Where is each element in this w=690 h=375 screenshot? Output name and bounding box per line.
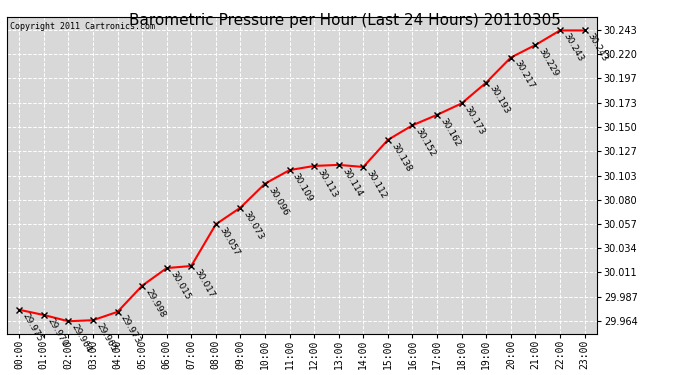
Text: Barometric Pressure per Hour (Last 24 Hours) 20110305: Barometric Pressure per Hour (Last 24 Ho… bbox=[129, 13, 561, 28]
Text: 30.152: 30.152 bbox=[414, 127, 437, 159]
Text: 30.173: 30.173 bbox=[463, 105, 486, 136]
Text: 29.964: 29.964 bbox=[70, 322, 93, 354]
Text: 29.973: 29.973 bbox=[119, 313, 142, 345]
Text: 30.217: 30.217 bbox=[512, 59, 535, 91]
Text: 30.015: 30.015 bbox=[168, 270, 192, 302]
Text: 30.057: 30.057 bbox=[217, 226, 241, 258]
Text: 30.113: 30.113 bbox=[315, 167, 339, 199]
Text: 29.975: 29.975 bbox=[21, 311, 44, 343]
Text: 30.229: 30.229 bbox=[537, 46, 560, 78]
Text: 30.162: 30.162 bbox=[438, 116, 462, 148]
Text: 30.112: 30.112 bbox=[365, 168, 388, 200]
Text: 30.096: 30.096 bbox=[266, 185, 290, 217]
Text: Copyright 2011 Cartronics.com: Copyright 2011 Cartronics.com bbox=[10, 22, 155, 31]
Text: 30.243: 30.243 bbox=[586, 32, 609, 63]
Text: 30.138: 30.138 bbox=[389, 141, 413, 173]
Text: 29.998: 29.998 bbox=[144, 287, 167, 319]
Text: 30.073: 30.073 bbox=[241, 209, 266, 241]
Text: 30.114: 30.114 bbox=[340, 166, 364, 198]
Text: 30.109: 30.109 bbox=[291, 171, 315, 203]
Text: 30.193: 30.193 bbox=[488, 84, 511, 116]
Text: 29.965: 29.965 bbox=[95, 322, 118, 353]
Text: 30.017: 30.017 bbox=[193, 267, 216, 299]
Text: 30.243: 30.243 bbox=[562, 32, 585, 63]
Text: 29.970: 29.970 bbox=[45, 316, 69, 348]
